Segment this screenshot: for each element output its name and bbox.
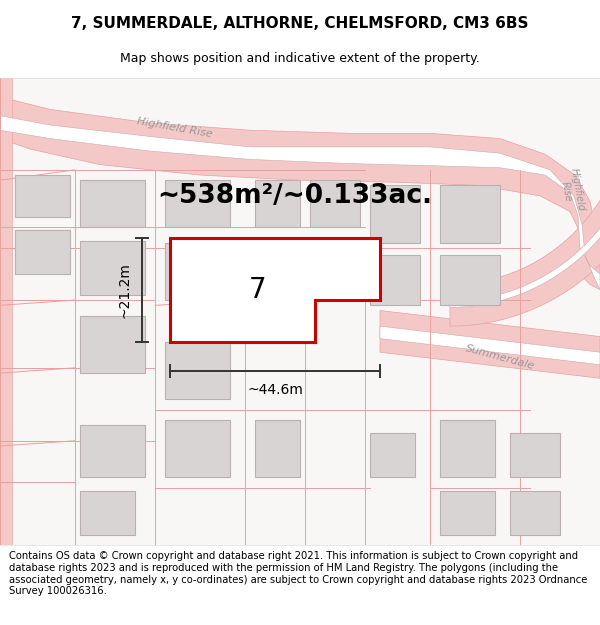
Bar	[510, 434, 560, 478]
Bar	[15, 175, 70, 217]
Polygon shape	[0, 78, 12, 545]
Bar	[80, 491, 135, 534]
Text: ~44.6m: ~44.6m	[247, 384, 303, 398]
Bar	[370, 434, 415, 478]
Polygon shape	[0, 107, 600, 289]
Bar	[165, 420, 230, 478]
Text: Summerdale: Summerdale	[464, 343, 536, 371]
Bar	[165, 242, 230, 300]
Bar	[440, 420, 495, 478]
Bar	[255, 420, 300, 478]
Bar	[15, 230, 70, 274]
Bar	[255, 180, 300, 227]
Text: Highfield
Rise: Highfield Rise	[557, 168, 586, 214]
Bar	[80, 316, 145, 373]
Bar	[440, 186, 500, 242]
Polygon shape	[0, 78, 600, 289]
Bar	[80, 180, 145, 227]
Bar	[80, 425, 145, 478]
Text: ~21.2m: ~21.2m	[118, 262, 132, 318]
Bar	[165, 180, 230, 227]
Polygon shape	[380, 326, 600, 365]
Text: 7: 7	[249, 276, 267, 304]
Bar	[80, 241, 145, 295]
Bar	[440, 491, 495, 534]
Bar	[370, 255, 420, 305]
Polygon shape	[380, 311, 600, 378]
Bar	[310, 180, 360, 227]
Bar	[370, 186, 420, 242]
Polygon shape	[170, 238, 380, 342]
Text: ~538m²/~0.133ac.: ~538m²/~0.133ac.	[157, 183, 433, 209]
Text: Highfield Rise: Highfield Rise	[136, 116, 214, 140]
Bar	[255, 242, 300, 300]
Polygon shape	[450, 97, 600, 308]
Text: Map shows position and indicative extent of the property.: Map shows position and indicative extent…	[120, 52, 480, 65]
Bar	[165, 342, 230, 399]
Polygon shape	[450, 97, 600, 326]
Text: 7, SUMMERDALE, ALTHORNE, CHELMSFORD, CM3 6BS: 7, SUMMERDALE, ALTHORNE, CHELMSFORD, CM3…	[71, 16, 529, 31]
Bar	[440, 255, 500, 305]
Bar	[510, 491, 560, 534]
Text: Contains OS data © Crown copyright and database right 2021. This information is : Contains OS data © Crown copyright and d…	[9, 551, 587, 596]
